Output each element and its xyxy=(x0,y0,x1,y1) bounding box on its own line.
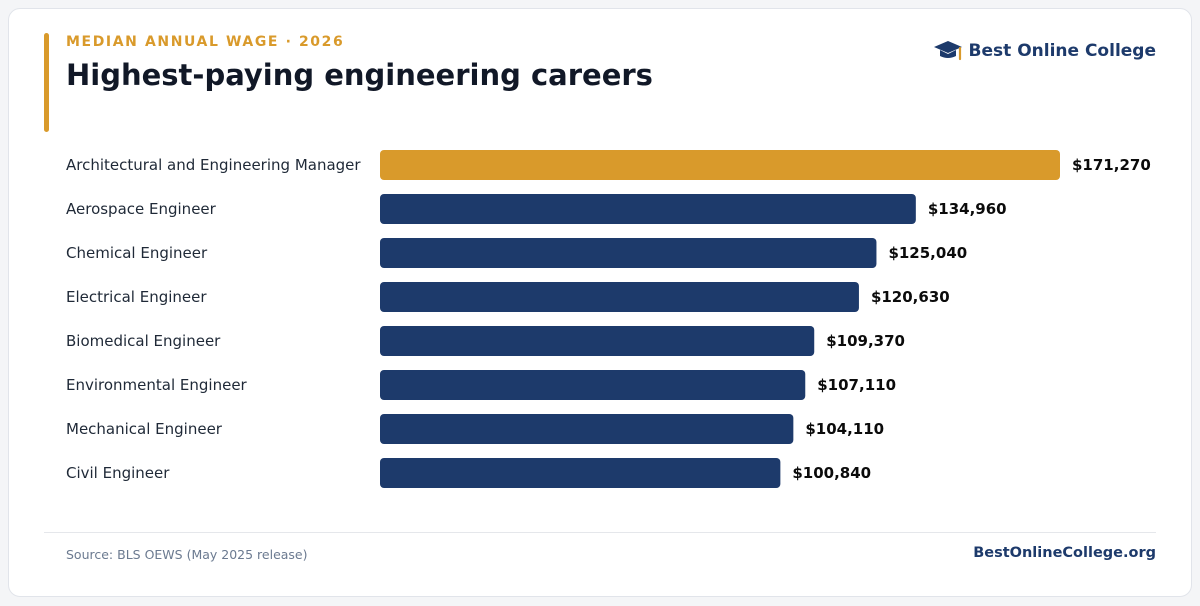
category-label: Environmental Engineer xyxy=(66,376,248,394)
chart-title: Highest-paying engineering careers xyxy=(66,58,653,92)
bar xyxy=(380,282,859,312)
category-label: Electrical Engineer xyxy=(66,288,207,306)
value-label: $100,840 xyxy=(792,464,871,482)
bar xyxy=(380,238,877,268)
footer-divider xyxy=(44,532,1156,533)
bar xyxy=(380,458,781,488)
bar-chart: Architectural and Engineering Manager $17… xyxy=(66,150,1151,488)
value-label: $109,370 xyxy=(826,332,905,350)
value-label: $120,630 xyxy=(871,288,950,306)
category-label: Aerospace Engineer xyxy=(66,200,217,218)
category-label: Mechanical Engineer xyxy=(66,420,223,438)
brand-name: Best Online College xyxy=(968,41,1156,61)
value-label: $171,270 xyxy=(1072,156,1151,174)
graduation-cap-icon xyxy=(933,41,962,61)
category-label: Architectural and Engineering Manager xyxy=(66,156,361,174)
brand-logo: Best Online College xyxy=(933,40,1156,62)
value-label: $107,110 xyxy=(817,376,896,394)
bar xyxy=(380,326,815,356)
bar xyxy=(380,414,794,444)
bar xyxy=(380,370,806,400)
category-label: Chemical Engineer xyxy=(66,244,208,262)
value-label: $104,110 xyxy=(805,420,884,438)
value-label: $125,040 xyxy=(888,244,967,262)
category-label: Civil Engineer xyxy=(66,464,170,482)
bar xyxy=(380,194,916,224)
accent-bar xyxy=(44,33,49,132)
site-url: BestOnlineCollege.org xyxy=(973,545,1156,561)
eyebrow-label: MEDIAN ANNUAL WAGE · 2026 xyxy=(66,34,345,50)
category-label: Biomedical Engineer xyxy=(66,332,221,350)
bar xyxy=(380,150,1060,180)
value-label: $134,960 xyxy=(928,200,1007,218)
source-note: Source: BLS OEWS (May 2025 release) xyxy=(66,547,308,562)
